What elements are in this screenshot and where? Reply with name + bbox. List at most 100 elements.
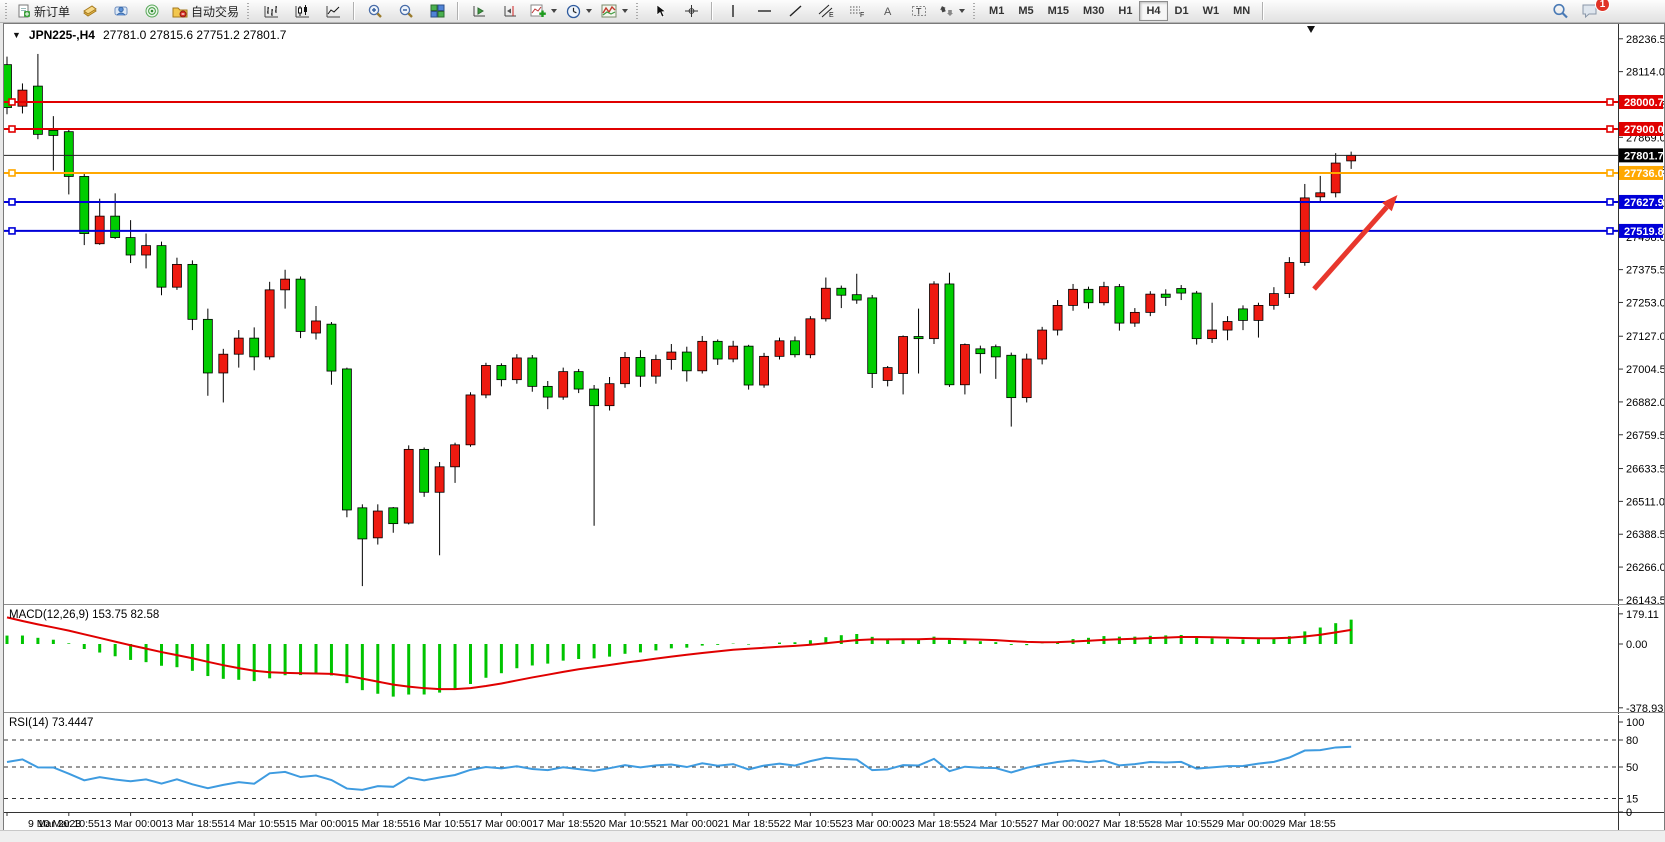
candlestick-chart-button[interactable] (287, 0, 317, 22)
line-anchor-handle[interactable] (1606, 98, 1614, 106)
trend-arrow-shaft (1312, 205, 1389, 291)
line-anchor-handle[interactable] (1606, 125, 1614, 133)
price-tick-label: 26388.5 (1626, 529, 1664, 541)
candle-body (805, 318, 816, 356)
search-button[interactable] (1545, 0, 1575, 22)
timeframe-button-H4[interactable]: H4 (1139, 1, 1168, 21)
toolbar-grip[interactable] (247, 3, 253, 19)
candlestick-chart-icon (295, 4, 310, 18)
bar-chart-button[interactable] (256, 0, 286, 22)
candle-body (341, 368, 352, 511)
toolbar-separator (1262, 2, 1265, 20)
equidistant-channel-button[interactable]: E (811, 0, 841, 22)
signals-button[interactable] (137, 0, 167, 22)
timeframe-button-M15[interactable]: M15 (1041, 1, 1076, 21)
trend-arrow-head (1382, 194, 1398, 212)
rsi-tick-label: 15 (1626, 794, 1638, 806)
chart-canvas[interactable]: 28236.528114.027991.527869.027746.527624… (4, 24, 1664, 830)
trend-arrow-object[interactable] (1312, 194, 1398, 291)
chart-shift-button[interactable] (495, 0, 525, 22)
timeframe-button-MN[interactable]: MN (1226, 1, 1257, 21)
timeframe-label: M15 (1047, 5, 1069, 17)
chart-shift-marker[interactable] (1307, 26, 1315, 33)
candle-body (372, 510, 383, 539)
current-price-label (1619, 148, 1663, 163)
line-anchor-handle[interactable] (8, 98, 16, 106)
price-tick-label: 28114.0 (1626, 67, 1664, 79)
zoom-out-button[interactable] (391, 0, 421, 22)
time-tick-label: 22 Mar 10:55 (779, 818, 841, 830)
arrows-tool-icon (939, 4, 954, 18)
terminal-button[interactable] (106, 0, 136, 22)
signals-icon (144, 4, 160, 18)
autotrading-button[interactable]: 自动交易 (168, 0, 243, 22)
tile-windows-button[interactable] (422, 0, 452, 22)
fibonacci-button[interactable]: F (842, 0, 872, 22)
candle-body (280, 278, 291, 291)
candle-body (790, 340, 800, 356)
timeframe-button-W1[interactable]: W1 (1196, 1, 1227, 21)
line-anchor-handle[interactable] (1606, 198, 1614, 206)
line-anchor-handle[interactable] (1606, 227, 1614, 235)
auto-scroll-icon (472, 4, 487, 18)
timeframe-label: D1 (1174, 5, 1189, 17)
cursor-button[interactable] (645, 0, 675, 22)
rsi-tick-label: 100 (1626, 717, 1644, 729)
rsi-tick-label: 50 (1626, 762, 1638, 774)
timeframe-button-M30[interactable]: M30 (1076, 1, 1111, 21)
current-price-label-text: 27801.7 (1624, 150, 1664, 162)
toolbar-grip[interactable] (636, 3, 642, 19)
candle-body (1207, 329, 1217, 340)
timeframe-button-H1[interactable]: H1 (1111, 1, 1139, 21)
periods-button[interactable] (562, 0, 596, 22)
candle-body (867, 297, 878, 374)
auto-scroll-button[interactable] (464, 0, 494, 22)
toolbar-grip[interactable] (5, 3, 10, 19)
notifications-button[interactable]: 1 (1575, 0, 1610, 22)
price-line-label (1619, 95, 1663, 109)
terminal-user-icon (113, 4, 129, 18)
line-anchor-handle[interactable] (8, 198, 16, 206)
time-tick-label: 13 Mar 00:00 (100, 818, 162, 830)
candle-body (1222, 321, 1233, 331)
line-anchor-handle[interactable] (8, 125, 16, 133)
price-line-label (1619, 223, 1663, 238)
text-button[interactable]: A (873, 0, 903, 22)
candle-body (141, 245, 151, 256)
toolbar-grip[interactable] (973, 3, 979, 19)
candle-body (32, 85, 43, 135)
candle-body (264, 289, 275, 358)
new-order-button[interactable]: 新订单 (14, 0, 74, 22)
horizontal-line-button[interactable] (749, 0, 779, 22)
time-tick-label: 20 Mar 10:55 (594, 818, 656, 830)
templates-icon (601, 4, 617, 18)
line-anchor-handle[interactable] (8, 169, 16, 177)
arrows-tool-button[interactable] (935, 0, 969, 22)
toolbar-separator (353, 2, 356, 20)
time-tick-label: 15 Mar 18:55 (347, 818, 409, 830)
timeframe-label: H1 (1118, 5, 1133, 17)
candle-body (481, 365, 491, 396)
timeframe-button-M5[interactable]: M5 (1011, 1, 1040, 21)
quotes-button[interactable] (75, 0, 105, 22)
macd-tick-label: -378.93 (1626, 703, 1663, 715)
line-chart-button[interactable] (318, 0, 348, 22)
indicators-button[interactable] (526, 0, 561, 22)
text-label-button[interactable]: T (904, 0, 934, 22)
toolbar-separator (457, 2, 460, 20)
line-anchor-handle[interactable] (8, 227, 16, 235)
vertical-line-button[interactable] (718, 0, 748, 22)
line-anchor-handle[interactable] (1606, 169, 1614, 177)
price-tick-label: 27127.0 (1626, 331, 1664, 343)
timeframe-button-D1[interactable]: D1 (1168, 1, 1196, 21)
candle-body (1315, 192, 1326, 198)
templates-button[interactable] (597, 0, 632, 22)
crosshair-button[interactable] (676, 0, 706, 22)
trendline-button[interactable] (780, 0, 810, 22)
indicators-icon (530, 4, 546, 18)
price-line-label (1619, 121, 1663, 136)
timeframe-button-M1[interactable]: M1 (982, 1, 1011, 21)
chart-window[interactable]: 28236.528114.027991.527869.027746.527624… (3, 23, 1665, 831)
zoom-in-button[interactable] (360, 0, 390, 22)
